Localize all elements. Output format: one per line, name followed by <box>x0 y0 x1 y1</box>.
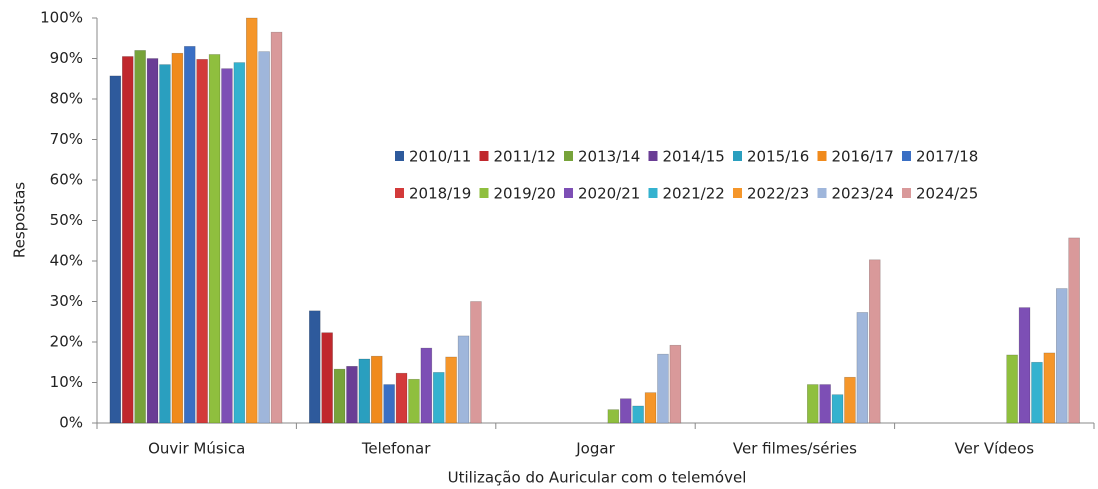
legend-label: 2022/23 <box>747 185 809 203</box>
bar <box>383 384 395 424</box>
bar <box>1018 307 1031 424</box>
bar <box>619 398 632 424</box>
y-tick-label: 100% <box>40 9 83 27</box>
bar <box>159 64 171 424</box>
y-tick-label: 70% <box>50 130 83 148</box>
y-axis-title: Respostas <box>11 182 29 258</box>
legend-label: 2013/14 <box>578 148 640 166</box>
bar <box>632 405 644 424</box>
bar <box>258 51 270 424</box>
bar <box>346 365 358 424</box>
legend-label: 2014/15 <box>663 148 725 166</box>
y-tick-label: 50% <box>50 211 83 229</box>
bar <box>321 332 333 424</box>
bar <box>1043 352 1056 424</box>
bar <box>208 54 221 424</box>
legend-swatch <box>817 188 827 198</box>
bar <box>644 392 657 424</box>
bar <box>445 356 457 424</box>
legend-label: 2011/12 <box>494 148 556 166</box>
y-tick-label: 0% <box>59 414 83 432</box>
bar <box>233 62 246 424</box>
legend-label: 2017/18 <box>916 148 978 166</box>
legend-swatch <box>564 151 573 161</box>
bar <box>819 384 831 424</box>
legend-label: 2019/20 <box>494 185 556 203</box>
x-tick-label: Ouvir Música <box>148 440 245 458</box>
legend-swatch <box>564 188 573 198</box>
bar <box>432 372 445 424</box>
legend-swatch <box>733 188 742 198</box>
legend-swatch <box>733 151 742 161</box>
bar <box>171 52 184 424</box>
bar <box>806 384 819 424</box>
legend-label: 2010/11 <box>409 148 471 166</box>
x-tick-label: Telefonar <box>361 440 431 458</box>
x-tick-label: Jogar <box>575 440 615 458</box>
bar <box>669 344 682 424</box>
legend-label: 2023/24 <box>832 185 894 203</box>
legend-swatch <box>479 188 489 198</box>
bar <box>270 31 283 424</box>
bar <box>470 301 482 424</box>
bar <box>831 394 844 424</box>
legend-label: 2018/19 <box>409 185 471 203</box>
legend-swatch <box>648 151 658 161</box>
legend-swatch <box>817 151 827 161</box>
bar <box>333 368 346 424</box>
y-tick-label: 20% <box>50 333 83 351</box>
bar <box>246 17 258 424</box>
y-tick-label: 30% <box>50 292 83 310</box>
legend-swatch <box>902 151 911 161</box>
bar <box>457 335 470 424</box>
bar <box>184 46 196 424</box>
bar <box>844 376 856 424</box>
y-tick-label: 40% <box>50 252 83 270</box>
bar <box>408 378 420 424</box>
y-tick-label: 80% <box>50 90 83 108</box>
bar <box>868 259 881 424</box>
legend-swatch <box>902 188 911 198</box>
bar <box>221 68 233 424</box>
bar <box>856 312 869 424</box>
bar <box>1056 288 1068 424</box>
bar <box>196 59 208 424</box>
legend-label: 2020/21 <box>578 185 640 203</box>
y-tick-label: 90% <box>50 49 83 67</box>
bar <box>395 372 408 424</box>
legend-swatch <box>395 188 404 198</box>
bar <box>370 355 383 424</box>
y-tick-label: 10% <box>50 373 83 391</box>
bar <box>607 409 620 424</box>
legend-label: 2021/22 <box>663 185 725 203</box>
bar <box>420 347 433 424</box>
legend-label: 2015/16 <box>747 148 809 166</box>
bar <box>1031 361 1043 424</box>
bar <box>109 75 122 424</box>
bar <box>134 50 146 424</box>
bar <box>1068 237 1080 424</box>
x-axis-title: Utilização do Auricular com o telemóvel <box>448 469 747 487</box>
legend-swatch <box>648 188 658 198</box>
bar <box>1006 354 1018 424</box>
bar <box>146 58 159 424</box>
legend-swatch <box>479 151 489 161</box>
x-tick-label: Ver Vídeos <box>955 440 1035 458</box>
bar <box>308 310 321 424</box>
x-tick-label: Ver filmes/séries <box>733 440 857 458</box>
y-tick-label: 60% <box>50 171 83 189</box>
legend-label: 2024/25 <box>916 185 978 203</box>
legend-label: 2016/17 <box>832 148 894 166</box>
bar <box>358 358 371 424</box>
bar <box>122 56 134 424</box>
legend-swatch <box>395 151 404 161</box>
bar <box>657 353 669 424</box>
